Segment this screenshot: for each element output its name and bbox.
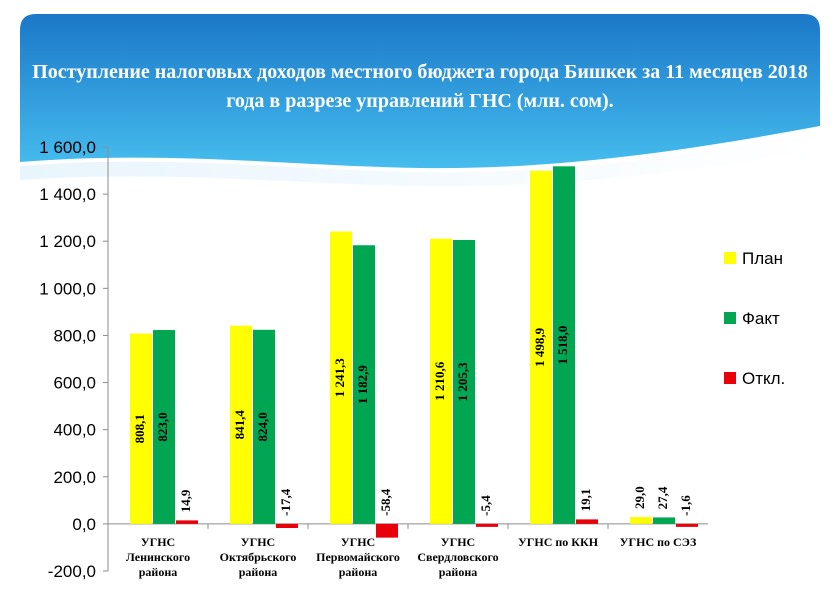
data-label: 19,1 [578, 489, 593, 512]
bar-labels: 808,1 823,0 14,9 841,4 824,0 -17,4 1 241,3 1 18… [132, 326, 693, 516]
category-label: района [339, 565, 378, 579]
bar [353, 245, 375, 524]
legend-label: Факт [742, 309, 780, 328]
category-label: УГНС по ККН [518, 535, 599, 549]
category-label: Октябрьского [220, 550, 297, 564]
bar [153, 330, 175, 524]
category-label: УГНС по СЭЗ [620, 535, 697, 549]
y-tick-label: 1 400,0 [39, 185, 96, 204]
data-label: 1 210,6 [432, 361, 447, 401]
legend-label: План [742, 249, 783, 268]
data-label: 823,0 [155, 412, 170, 441]
category-label: района [439, 565, 478, 579]
bar [376, 523, 398, 538]
y-tick-label: 600,0 [53, 374, 96, 393]
bars [130, 166, 698, 538]
bar [253, 329, 275, 524]
y-tick-label: 0,0 [72, 515, 96, 534]
category-label: УГНС [441, 535, 475, 549]
bar [453, 239, 475, 524]
data-label: 841,4 [232, 410, 247, 440]
data-label: 1 205,3 [455, 362, 470, 402]
y-tick-label: 1 000,0 [39, 279, 96, 298]
legend-swatch [724, 252, 736, 264]
data-label: -58,4 [378, 488, 393, 516]
bar [130, 333, 152, 524]
data-label: 1 241,3 [332, 358, 347, 398]
y-tick-label: 1 600,0 [39, 138, 96, 157]
bar [676, 523, 698, 527]
category-label: района [139, 565, 178, 579]
category-label: Свердловского [417, 550, 498, 564]
bar [430, 238, 452, 524]
bar [276, 523, 298, 528]
y-tick-label: 200,0 [53, 468, 96, 487]
data-label: 29,0 [632, 486, 647, 509]
y-axis: -200,0 0,0 200,0 400,0 600,0 800,0 1 000,0 1 20… [39, 138, 708, 581]
data-label: 14,9 [178, 489, 193, 512]
bar [653, 517, 675, 524]
y-tick-label: -200,0 [48, 562, 96, 581]
bar [476, 523, 498, 527]
y-tick-label: 800,0 [53, 326, 96, 345]
data-label: -17,4 [278, 488, 293, 516]
data-label: -5,4 [478, 495, 493, 516]
bar [630, 517, 652, 524]
data-label: 1 518,0 [555, 326, 570, 365]
legend-label: Откл. [742, 369, 785, 388]
chart-title: Поступление налоговых доходов местного б… [32, 61, 808, 112]
bar [530, 170, 552, 524]
category-labels: УГНСЛенинскогорайонаУГНСОктябрьскогорайо… [126, 535, 696, 579]
bar [330, 231, 352, 524]
data-label: 1 182,9 [355, 365, 370, 405]
bar [576, 519, 598, 524]
data-label: 27,4 [655, 486, 670, 509]
category-label: Ленинского [126, 550, 190, 564]
data-label: 808,1 [132, 414, 147, 443]
data-label: 1 498,9 [532, 327, 547, 367]
bar [553, 166, 575, 524]
category-label: УГНС [241, 535, 275, 549]
category-label: УГНС [341, 535, 375, 549]
data-label: -1,6 [678, 495, 693, 516]
y-tick-label: 400,0 [53, 421, 96, 440]
data-label: 824,0 [255, 412, 270, 441]
category-label: УГНС [141, 535, 175, 549]
bar [176, 520, 198, 524]
legend: План Факт Откл. [724, 249, 785, 388]
category-label: Первомайского [316, 550, 400, 564]
bar [230, 325, 252, 524]
legend-swatch [724, 372, 736, 384]
legend-swatch [724, 312, 736, 324]
y-tick-label: 1 200,0 [39, 232, 96, 251]
category-label: района [239, 565, 278, 579]
